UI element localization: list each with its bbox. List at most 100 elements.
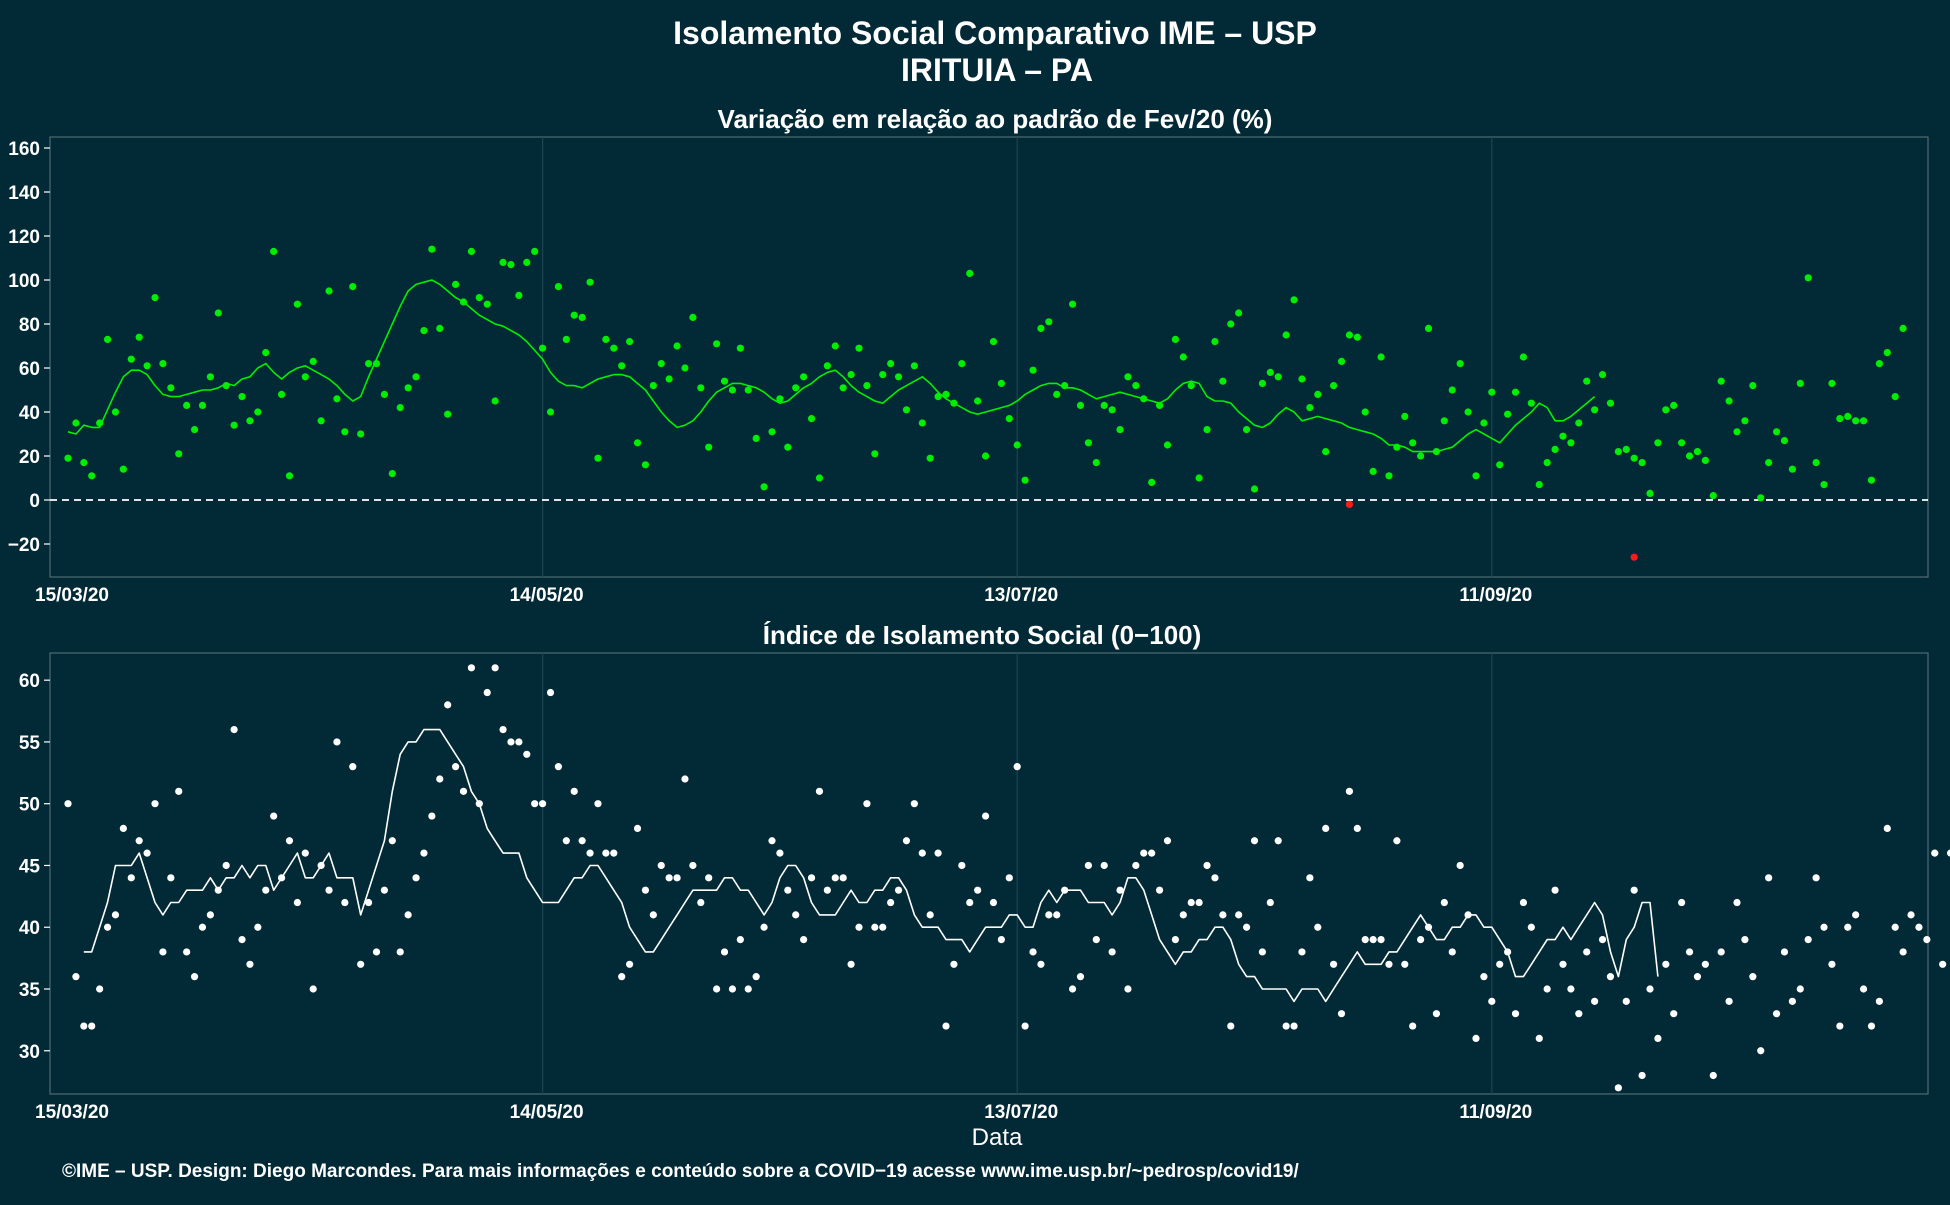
top-data-point [380, 390, 388, 398]
top-data-point [641, 461, 650, 469]
bottom-data-point [1401, 960, 1409, 968]
top-data-point [1084, 439, 1092, 447]
bottom-data-point [159, 948, 167, 956]
top-marks [50, 245, 1928, 561]
top-data-point [760, 483, 768, 491]
bottom-data-point [143, 849, 151, 857]
top-data-point [1345, 331, 1354, 339]
top-data-point [1717, 377, 1725, 385]
top-data-point [277, 390, 286, 398]
top-data-point [325, 287, 333, 295]
bottom-data-point [657, 861, 665, 870]
bottom-data-point [958, 861, 966, 870]
bottom-data-point [720, 948, 729, 956]
bottom-data-point [1472, 1034, 1480, 1043]
top-data-point [681, 364, 689, 372]
bottom-data-point [641, 886, 650, 894]
top-data-point [1361, 408, 1369, 416]
bottom-data-point [1685, 948, 1694, 956]
bottom-axes: 15/03/20 14/05/20 13/07/20 11/09/20 30 35 40 45… [19, 671, 1532, 1123]
bottom-data-point [1314, 923, 1322, 931]
bottom-data-point [1488, 997, 1496, 1005]
bottom-data-point [1369, 935, 1377, 944]
bottom-data-point [744, 985, 752, 993]
bottom-data-point [1179, 911, 1187, 919]
bottom-data-point [372, 948, 381, 956]
bottom-data-point [1670, 1010, 1678, 1018]
top-data-point [1796, 379, 1804, 387]
top-data-point [1195, 474, 1203, 482]
top-data-point [1464, 408, 1472, 416]
bottom-data-point [618, 973, 626, 981]
bottom-data-point [1021, 1022, 1029, 1030]
top-data-point [1504, 410, 1512, 418]
top-data-point [451, 280, 460, 288]
top-data-point [341, 428, 349, 436]
bottom-data-point [1053, 911, 1061, 919]
top-data-point [697, 384, 705, 392]
bottom-data-point [1219, 911, 1227, 919]
bottom-data-point [1836, 1022, 1844, 1030]
figure-title-line2: IRITUIA – PA [901, 52, 1093, 88]
top-data-point [1772, 428, 1781, 436]
bottom-y-tick-label: 50 [19, 795, 40, 816]
bottom-data-point [357, 960, 365, 968]
bottom-data-point [610, 849, 618, 857]
top-data-point [1242, 426, 1251, 434]
bottom-data-point [1725, 997, 1733, 1005]
bottom-data-point [871, 923, 879, 931]
bottom-data-point [815, 787, 824, 795]
top-data-point [88, 472, 96, 480]
bottom-data-point [784, 886, 792, 894]
top-data-point [831, 342, 839, 350]
bottom-data-point [1709, 1071, 1717, 1080]
bottom-data-point [459, 787, 468, 795]
bottom-data-point [1029, 948, 1037, 956]
bottom-data-point [934, 849, 942, 857]
bottom-data-point [1749, 973, 1757, 981]
top-data-point [159, 360, 167, 368]
bottom-y-tick-label: 55 [19, 733, 41, 754]
bottom-data-point [649, 911, 657, 919]
bottom-data-point [1852, 911, 1860, 919]
top-data-point [262, 349, 270, 357]
bottom-data-point [1393, 837, 1401, 845]
top-x-tick-label: 15/03/20 [35, 585, 109, 606]
top-data-point [1804, 274, 1812, 282]
bottom-data-point [1678, 898, 1686, 907]
top-data-point [1401, 412, 1409, 420]
bottom-data-point [1148, 849, 1156, 857]
top-data-point [167, 384, 175, 392]
top-data-point [1844, 412, 1852, 420]
bottom-data-point [151, 800, 159, 808]
bottom-data-point [1068, 985, 1077, 993]
bottom-data-point [1796, 985, 1804, 993]
bottom-data-point [665, 874, 673, 882]
top-data-point [626, 338, 634, 346]
top-data-point [1765, 459, 1773, 467]
top-data-point [483, 300, 491, 308]
bottom-data-point [1717, 948, 1725, 956]
top-data-point [475, 294, 483, 302]
top-data-point [1163, 441, 1172, 449]
bottom-data-point [887, 898, 895, 907]
bottom-data-point [760, 923, 768, 931]
top-data-point [1409, 439, 1417, 447]
bottom-data-point [183, 948, 191, 956]
bottom-data-point [333, 738, 341, 746]
top-data-point [815, 474, 824, 482]
top-data-point [855, 344, 863, 352]
top-y-tick-label: −20 [8, 535, 40, 556]
bottom-data-point [285, 837, 294, 845]
top-data-point [1670, 401, 1678, 409]
top-data-point [1282, 331, 1290, 339]
top-data-point [997, 379, 1005, 387]
bottom-data-point [997, 935, 1005, 944]
top-data-point [1045, 318, 1053, 326]
top-data-point [673, 342, 681, 350]
top-data-point [1622, 445, 1630, 453]
top-data-point [1448, 386, 1456, 394]
top-data-point [1179, 353, 1187, 361]
bottom-data-point [396, 948, 404, 956]
top-data-point [175, 450, 183, 458]
